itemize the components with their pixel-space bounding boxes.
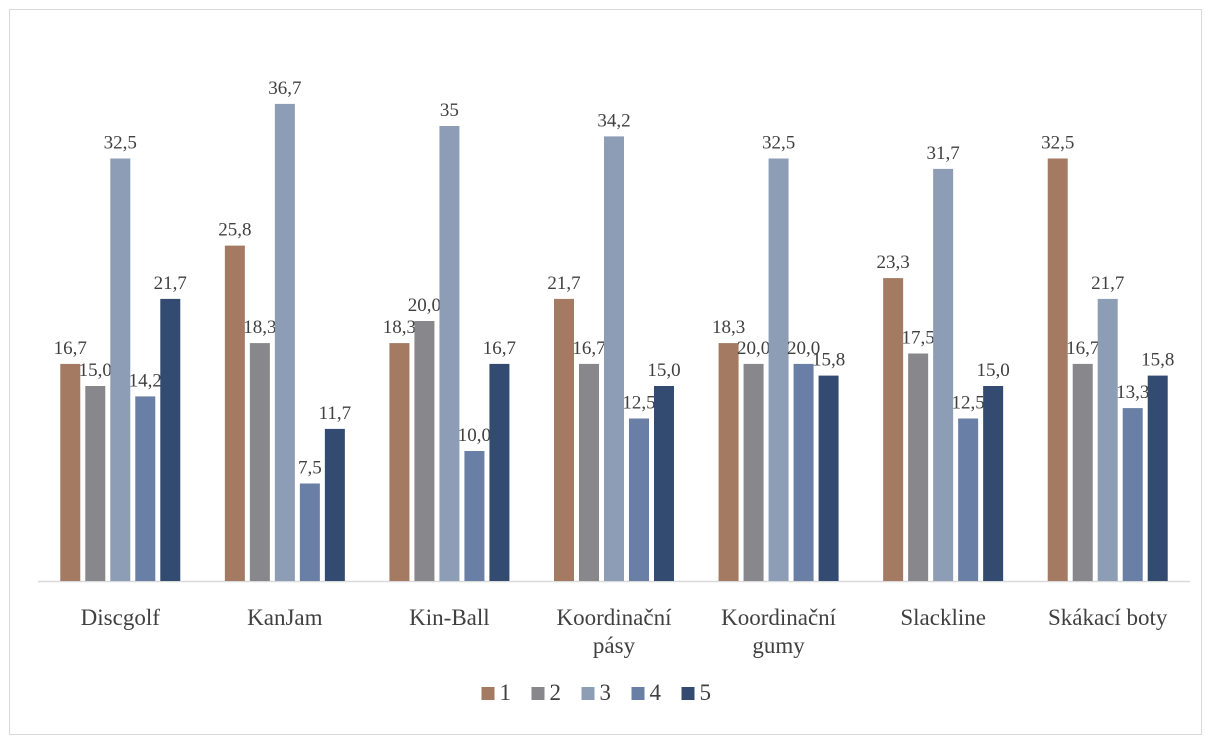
- bar-series-3-cat-5: [768, 158, 789, 581]
- data-label-series-1-cat-3: 18,3: [383, 317, 416, 338]
- data-label-series-5-cat-3: 16,7: [483, 338, 516, 359]
- data-label-series-2-cat-1: 15,0: [79, 360, 112, 381]
- bar-series-3-cat-4: [604, 136, 624, 581]
- bar-series-2-cat-6: [908, 353, 929, 581]
- data-label-series-3-cat-4: 34,2: [597, 110, 630, 131]
- data-label-series-5-cat-7: 15,8: [1141, 350, 1174, 371]
- legend-swatch-1: [481, 687, 495, 700]
- bar-series-2-cat-1: [85, 386, 106, 581]
- data-label-series-4-cat-1: 14,2: [129, 370, 162, 391]
- legend-label-1: 1: [500, 680, 512, 705]
- chart-frame: 16,7 15,0 32,5 14,2 21,7 Discgolf 25,8 18,3 36,7…: [9, 9, 1202, 735]
- category-label-1: Discgolf: [81, 605, 161, 630]
- data-label-series-1-cat-1: 16,7: [54, 338, 87, 359]
- bar-series-1-cat-1: [60, 363, 81, 581]
- bar-series-5-cat-2: [324, 428, 345, 581]
- legend-label-3: 3: [600, 680, 612, 705]
- data-label-series-1-cat-5: 18,3: [712, 317, 745, 338]
- bar-series-1-cat-4: [554, 298, 574, 581]
- bar-series-4-cat-5: [793, 363, 814, 581]
- bar-series-5-cat-3: [489, 363, 510, 581]
- data-label-series-1-cat-2: 25,8: [218, 220, 251, 241]
- legend-swatch-3: [581, 687, 595, 700]
- category-label-5-line-1: Koordinační: [721, 605, 837, 630]
- data-label-series-1-cat-7: 32,5: [1041, 133, 1074, 154]
- data-label-series-4-cat-6: 12,5: [952, 393, 985, 414]
- data-label-series-5-cat-6: 15,0: [977, 360, 1010, 381]
- bar-series-5-cat-4: [654, 386, 674, 581]
- data-label-series-5-cat-2: 11,7: [319, 403, 352, 424]
- bar-series-4-cat-3: [464, 451, 485, 581]
- bar-series-1-cat-6: [883, 278, 904, 581]
- legend-label-5: 5: [700, 680, 712, 705]
- bar-series-2-cat-5: [743, 363, 764, 581]
- bar-series-1-cat-5: [718, 343, 739, 581]
- data-label-series-2-cat-7: 16,7: [1066, 338, 1099, 359]
- bar-series-5-cat-1: [160, 298, 181, 581]
- category-label-6: Slackline: [900, 605, 986, 630]
- legend-label-4: 4: [650, 680, 662, 705]
- bar-series-2-cat-3: [414, 321, 435, 581]
- legend-swatch-4: [631, 687, 645, 700]
- bar-series-5-cat-5: [818, 375, 839, 581]
- bar-series-4-cat-1: [135, 396, 156, 581]
- data-label-series-1-cat-4: 21,7: [547, 273, 580, 294]
- bar-series-3-cat-1: [110, 158, 131, 581]
- category-label-4-line-1: Koordinační: [557, 605, 673, 630]
- bar-series-3-cat-3: [439, 126, 460, 581]
- category-label-2: KanJam: [247, 605, 322, 630]
- category-label-7: Skákací boty: [1048, 605, 1168, 630]
- category-label-4-line-2: pásy: [593, 633, 636, 658]
- bar-series-2-cat-2: [249, 343, 270, 581]
- category-label-3: Kin-Ball: [409, 605, 490, 630]
- data-label-series-3-cat-3: 35: [440, 100, 459, 121]
- bar-series-1-cat-7: [1047, 158, 1068, 581]
- bar-series-5-cat-6: [983, 386, 1004, 581]
- data-label-series-3-cat-7: 21,7: [1091, 273, 1124, 294]
- legend-swatch-2: [531, 687, 545, 700]
- bar-series-4-cat-4: [629, 418, 649, 581]
- data-label-series-2-cat-2: 18,3: [243, 317, 276, 338]
- bar-series-2-cat-4: [579, 363, 599, 581]
- bar-series-4-cat-2: [299, 483, 320, 581]
- data-label-series-4-cat-5: 20,0: [787, 338, 820, 359]
- legend-label-2: 2: [550, 680, 562, 705]
- data-label-series-3-cat-6: 31,7: [927, 143, 960, 164]
- data-label-series-4-cat-2: 7,5: [298, 458, 322, 479]
- grouped-bar-chart: 16,715,032,514,221,7Discgolf25,818,336,7…: [38, 78, 1190, 705]
- bar-series-4-cat-7: [1122, 408, 1143, 581]
- data-label-series-3-cat-2: 36,7: [268, 78, 301, 99]
- data-label-series-2-cat-3: 20,0: [408, 295, 441, 316]
- bar-series-3-cat-7: [1097, 298, 1118, 581]
- data-label-series-4-cat-7: 13,3: [1116, 382, 1149, 403]
- data-label-series-3-cat-5: 32,5: [762, 133, 795, 154]
- data-label-series-5-cat-1: 21,7: [154, 273, 187, 294]
- bar-series-4-cat-6: [958, 418, 979, 581]
- data-label-series-5-cat-4: 15,0: [647, 360, 680, 381]
- data-label-series-3-cat-1: 32,5: [104, 133, 137, 154]
- bar-series-5-cat-7: [1147, 375, 1168, 581]
- data-label-series-5-cat-5: 15,8: [812, 350, 845, 371]
- data-label-series-1-cat-6: 23,3: [877, 252, 910, 273]
- bar-series-3-cat-6: [933, 168, 954, 581]
- bar-series-1-cat-2: [224, 245, 245, 581]
- data-label-series-4-cat-3: 10,0: [458, 425, 491, 446]
- data-label-series-2-cat-4: 16,7: [572, 338, 605, 359]
- category-label-5-line-2: gumy: [752, 633, 805, 658]
- legend-swatch-5: [681, 687, 695, 700]
- data-label-series-4-cat-4: 12,5: [622, 393, 655, 414]
- bar-series-2-cat-7: [1072, 363, 1093, 581]
- data-label-series-2-cat-5: 20,0: [737, 338, 770, 359]
- data-label-series-2-cat-6: 17,5: [902, 328, 935, 349]
- bar-series-3-cat-2: [274, 103, 295, 582]
- bar-series-1-cat-3: [389, 343, 410, 581]
